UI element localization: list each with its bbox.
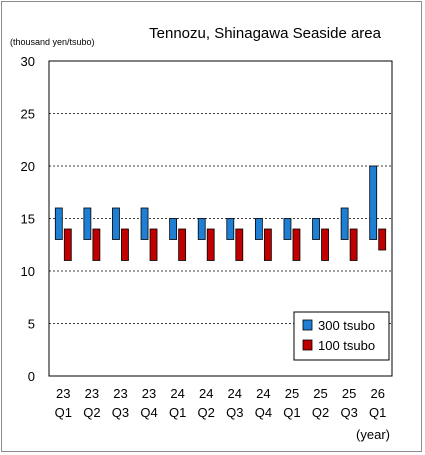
x-tick-quarter-5: Q2: [198, 405, 215, 420]
x-tick-quarter-11: Q1: [369, 405, 386, 420]
y-tick-label-15: 15: [21, 212, 35, 227]
chart-title: Tennozu, Shinagawa Seaside area: [149, 25, 381, 42]
x-tick-quarter-3: Q4: [140, 405, 157, 420]
bar-300-tsubo-24-Q3: [226, 218, 235, 240]
x-tick-year-11: 26: [370, 386, 384, 401]
x-tick-year-7: 24: [256, 386, 270, 401]
legend-swatch-300-tsubo: [302, 319, 313, 331]
x-tick-year-2: 23: [113, 386, 127, 401]
bar-300-tsubo-23-Q1: [54, 207, 63, 240]
x-tick-year-5: 24: [199, 386, 213, 401]
bar-100-tsubo-24-Q1: [178, 228, 187, 261]
bar-300-tsubo-24-Q1: [169, 218, 178, 240]
legend-label-100-tsubo: 100 tsubo: [318, 338, 375, 353]
bar-100-tsubo-23-Q1: [63, 228, 72, 261]
x-tick-year-0: 23: [56, 386, 70, 401]
bar-300-tsubo-24-Q4: [254, 218, 263, 240]
x-tick-quarter-0: Q1: [55, 405, 72, 420]
bar-300-tsubo-23-Q2: [83, 207, 92, 240]
bar-300-tsubo-23-Q4: [140, 207, 149, 240]
plot-border: [48, 60, 393, 377]
bar-100-tsubo-26-Q1: [378, 228, 387, 251]
bar-100-tsubo-23-Q4: [149, 228, 158, 261]
plot-area: 0 5 10 15 20 25 30 23 Q1 23 Q2 23 Q3 23 Q4 24 Q1 24 Q2 24 Q3…: [21, 54, 393, 420]
x-tick-year-9: 25: [313, 386, 327, 401]
legend: 300 tsubo 100 tsubo: [293, 311, 390, 361]
x-tick-quarter-10: Q3: [340, 405, 357, 420]
bar-100-tsubo-23-Q3: [121, 228, 129, 261]
y-axis-unit-label: (thousand yen/tsubo): [10, 37, 95, 47]
bar-300-tsubo-25-Q3: [340, 207, 349, 240]
bar-100-tsubo-23-Q2: [92, 228, 101, 261]
x-tick-year-4: 24: [170, 386, 184, 401]
x-tick-year-3: 23: [142, 386, 156, 401]
x-tick-quarter-8: Q1: [283, 405, 300, 420]
x-tick-quarter-6: Q3: [226, 405, 243, 420]
y-tick-label-20: 20: [21, 159, 35, 174]
y-tick-label-5: 5: [28, 317, 35, 332]
x-axis-unit-label: (year): [356, 427, 390, 442]
y-tick-label-10: 10: [21, 264, 35, 279]
x-tick-quarter-7: Q4: [255, 405, 272, 420]
bar-100-tsubo-25-Q3: [349, 228, 358, 261]
bar-100-tsubo-24-Q3: [235, 228, 244, 261]
legend-label-300-tsubo: 300 tsubo: [318, 318, 375, 333]
x-tick-year-8: 25: [285, 386, 299, 401]
x-tick-year-6: 24: [228, 386, 242, 401]
bar-300-tsubo-23-Q3: [112, 207, 120, 240]
x-tick-year-1: 23: [85, 386, 99, 401]
bar-300-tsubo-26-Q1: [369, 165, 378, 240]
bar-300-tsubo-25-Q2: [312, 218, 320, 240]
bar-100-tsubo-24-Q4: [263, 228, 272, 261]
x-tick-quarter-2: Q3: [112, 405, 129, 420]
bar-300-tsubo-25-Q1: [283, 218, 292, 240]
bar-100-tsubo-24-Q2: [206, 228, 215, 261]
x-tick-quarter-1: Q2: [83, 405, 100, 420]
y-tick-label-0: 0: [28, 369, 35, 384]
legend-swatch-100-tsubo: [302, 339, 313, 351]
x-tick-quarter-4: Q1: [169, 405, 186, 420]
bar-300-tsubo-24-Q2: [197, 218, 206, 240]
y-tick-label-30: 30: [21, 54, 35, 69]
bar-100-tsubo-25-Q2: [321, 228, 329, 261]
x-tick-year-10: 25: [342, 386, 356, 401]
bar-100-tsubo-25-Q1: [292, 228, 301, 261]
x-tick-quarter-9: Q2: [312, 405, 329, 420]
y-tick-label-25: 25: [21, 107, 35, 122]
